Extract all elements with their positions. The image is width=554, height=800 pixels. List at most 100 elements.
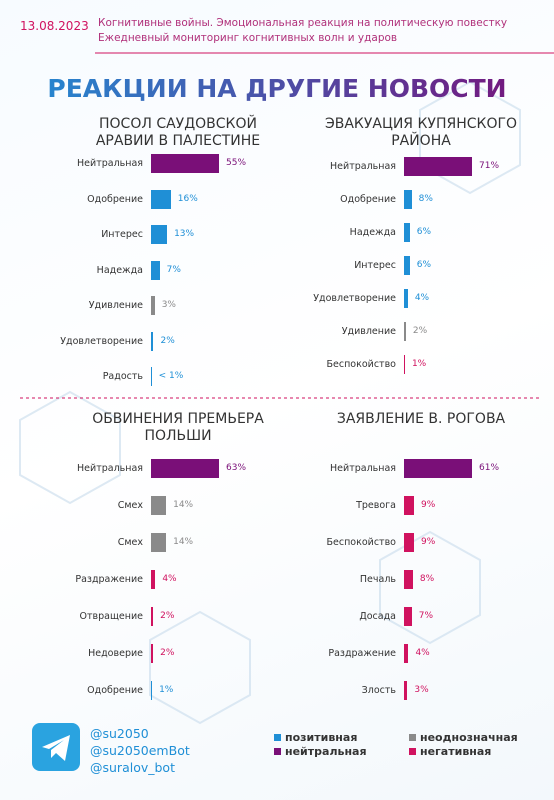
value-label: 3% xyxy=(414,685,429,695)
value-label: 61% xyxy=(479,463,500,473)
legend-label: нейтральная xyxy=(285,745,367,758)
value-label: 9% xyxy=(421,537,436,547)
bar xyxy=(404,190,412,209)
bar xyxy=(404,570,413,589)
value-label: 4% xyxy=(162,574,177,584)
value-label: 13% xyxy=(174,229,195,239)
bar xyxy=(404,533,415,552)
chart-title: ЗАЯВЛЕНИЕ В. РОГОВА xyxy=(336,411,506,427)
category-label: Удовлетворение xyxy=(60,335,143,347)
bar xyxy=(151,533,167,552)
value-label: 2% xyxy=(160,611,175,621)
bar xyxy=(151,459,219,478)
main-title: РЕАКЦИИ НА ДРУГИЕ НОВОСТИ xyxy=(0,74,554,103)
category-label: Нейтральная xyxy=(77,158,143,169)
bar xyxy=(404,681,408,700)
contacts: @su2050 @su2050emBot @suralov_bot xyxy=(90,725,190,776)
bar xyxy=(151,260,160,280)
legend-label: неоднозначная xyxy=(420,731,518,744)
value-label: 16% xyxy=(177,193,198,204)
bar xyxy=(404,322,406,341)
contact[interactable]: @su2050emBot xyxy=(90,743,190,758)
category-label: Интерес xyxy=(354,260,396,271)
bar xyxy=(151,331,154,351)
legend-swatch xyxy=(409,748,416,755)
bar xyxy=(151,154,219,173)
date: 13.08.2023 xyxy=(20,19,89,33)
category-label: Раздражение xyxy=(328,648,396,659)
value-label: 14% xyxy=(173,537,194,547)
value-label: 7% xyxy=(166,264,181,275)
value-label: 6% xyxy=(416,260,432,270)
legend-swatch xyxy=(409,734,416,741)
value-label: 1% xyxy=(411,359,427,369)
bar xyxy=(151,189,171,209)
bar xyxy=(404,157,472,176)
category-label: Одобрение xyxy=(340,194,396,205)
bar xyxy=(151,607,154,626)
category-label: Досада xyxy=(359,611,396,622)
bar xyxy=(404,256,410,275)
value-label: 2% xyxy=(160,648,175,658)
legend-label: негативная xyxy=(420,745,492,758)
value-label: 71% xyxy=(479,161,500,171)
category-label: Смех xyxy=(117,537,143,548)
category-label: Раздражение xyxy=(75,574,143,585)
value-label: 1% xyxy=(159,685,174,695)
bar xyxy=(404,607,412,626)
category-label: Нейтральная xyxy=(330,463,396,474)
bar xyxy=(151,296,155,315)
bar xyxy=(404,496,415,515)
category-label: Надежда xyxy=(349,227,396,238)
category-label: Радость xyxy=(102,371,143,382)
category-label: Отвращение xyxy=(79,611,144,622)
value-label: 3% xyxy=(161,300,176,310)
bar xyxy=(404,644,409,663)
header-line: Когнитивные войны. Эмоциональная реакция… xyxy=(98,17,508,29)
legend-swatch xyxy=(274,734,281,741)
category-label: Удивление xyxy=(88,300,143,311)
bar xyxy=(151,570,156,589)
category-label: Удовлетворение xyxy=(313,293,396,304)
value-label: 8% xyxy=(419,574,435,584)
value-label: 4% xyxy=(414,293,430,303)
category-label: Одобрение xyxy=(87,193,143,205)
chart-title: ЭВАКУАЦИЯ КУПЯНСКОГО РАЙОНА xyxy=(324,116,518,149)
category-label: Беспокойство xyxy=(326,537,396,548)
value-label: 8% xyxy=(418,194,433,204)
bar xyxy=(151,496,167,515)
category-label: Надежда xyxy=(96,264,143,276)
value-label: 2% xyxy=(160,335,175,346)
category-label: Тревога xyxy=(356,500,396,511)
contact[interactable]: @su2050 xyxy=(90,726,149,741)
value-label: < 1% xyxy=(158,371,184,381)
bar xyxy=(151,681,153,700)
legend-swatch xyxy=(274,748,281,755)
category-label: Нейтральная xyxy=(77,463,143,474)
value-label: 6% xyxy=(416,227,432,237)
bar xyxy=(404,289,408,308)
category-label: Недоверие xyxy=(88,648,143,659)
value-label: 55% xyxy=(226,158,247,168)
value-label: 63% xyxy=(226,463,247,473)
contact[interactable]: @suralov_bot xyxy=(90,760,175,775)
category-label: Печаль xyxy=(359,574,396,585)
category-label: Злость xyxy=(361,685,396,696)
legend-label: позитивная xyxy=(285,731,358,744)
category-label: Смех xyxy=(117,500,143,511)
category-label: Беспокойство xyxy=(326,359,396,370)
bar xyxy=(151,644,154,663)
category-label: Удивление xyxy=(341,326,396,337)
bar xyxy=(404,223,410,242)
value-label: 7% xyxy=(418,611,434,621)
bar xyxy=(151,367,152,386)
bar xyxy=(404,459,472,478)
value-label: 9% xyxy=(421,500,436,510)
value-label: 2% xyxy=(412,326,428,336)
value-label: 14% xyxy=(173,500,194,510)
bar xyxy=(404,355,405,374)
header-line: Ежедневный мониторинг когнитивных волн и… xyxy=(98,32,398,44)
category-label: Нейтральная xyxy=(330,161,396,172)
